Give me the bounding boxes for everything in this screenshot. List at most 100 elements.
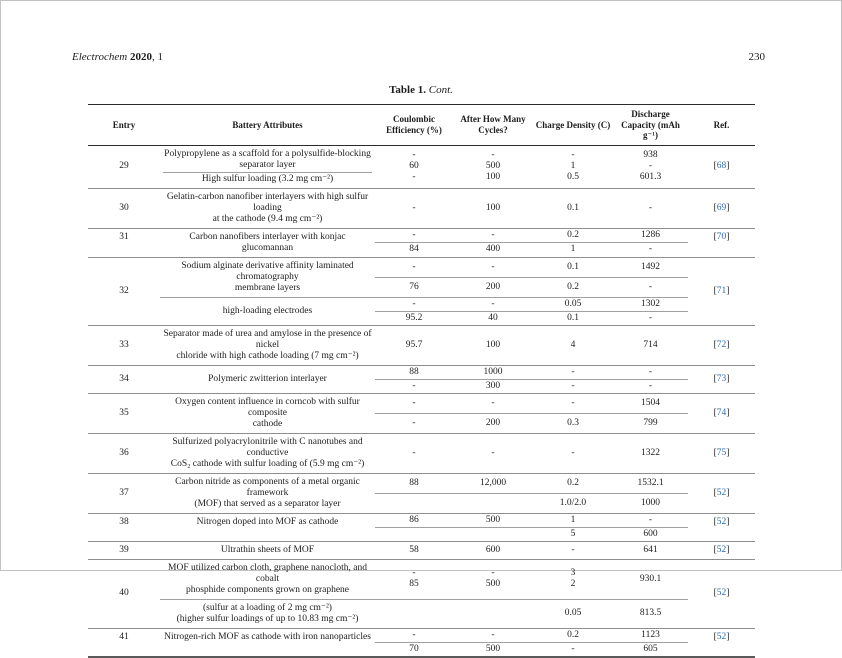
attribute-text: Polymeric zwitterion interlayer: [163, 373, 372, 386]
attribute-line: Gelatin-carbon nanofiber interlayers wit…: [166, 191, 369, 213]
value-line: [413, 498, 415, 509]
value-line: -: [412, 172, 416, 182]
discharge-cell: -: [613, 189, 688, 228]
cycles-cell: -: [453, 229, 533, 243]
discharge-cell: 1492: [613, 258, 688, 277]
attribute-line: Polypropylene as a scaffold for a polysu…: [164, 148, 371, 159]
value-line: 0.5: [567, 172, 579, 182]
ref-close-bracket: ]: [726, 544, 730, 555]
table-row: 41 Nitrogen-rich MOF as cathode with iron…: [88, 627, 755, 656]
value-line: -: [491, 629, 495, 640]
table-row: 35 Oxygen content influence in corncob wi…: [88, 392, 755, 433]
value-subrow: - 100 0.1 -: [375, 189, 688, 228]
cycles-cell: 40: [453, 312, 533, 325]
attribute-line: Sulfurized polyacrylonitrile with C nano…: [172, 436, 363, 458]
row-section: Sulfurized polyacrylonitrile with C nano…: [160, 434, 688, 473]
value-line: 1302: [641, 298, 660, 309]
row-section: Carbon nanofibers interlayer with konjac…: [160, 229, 688, 257]
value-subrow: - 300 - -: [375, 378, 688, 393]
ref-citation-link[interactable]: 72: [716, 339, 727, 350]
discharge-cell: 799: [613, 414, 688, 433]
value-line: [413, 608, 415, 619]
ref-cell: [73]: [688, 366, 755, 393]
row-section: Nitrogen-rich MOF as cathode with iron n…: [160, 629, 688, 656]
value-line: -: [491, 397, 495, 408]
value-line: 1504: [641, 397, 660, 408]
ref-citation-link[interactable]: 69: [716, 202, 727, 213]
table-caption-cont: Cont.: [428, 84, 453, 96]
ref-citation-link[interactable]: 71: [716, 285, 727, 296]
cycles-cell: 300: [453, 380, 533, 393]
value-line: -: [491, 261, 495, 272]
value-line: 0.05: [564, 298, 582, 309]
ref-open-bracket: [: [713, 339, 717, 350]
value-line: 605: [643, 643, 658, 654]
table-caption-label: Table 1.: [389, 84, 426, 96]
value-line: -: [648, 366, 653, 377]
value-subrow: - - 0.2 1123: [375, 629, 688, 642]
value-line: -: [648, 380, 653, 391]
paper-page: Electrochem 2020, 1 230 Table 1. Cont. E…: [72, 51, 765, 658]
ref-citation-link[interactable]: 52: [716, 516, 727, 527]
value-line: 0.2: [567, 229, 579, 240]
ref-citation-link[interactable]: 70: [716, 231, 727, 242]
value-line: 3: [570, 568, 576, 578]
attribute-line: chloride with high cathode loading (7 mg…: [176, 350, 359, 361]
value-block: -85-500 3 2 930.1: [375, 560, 688, 599]
value-subrow: - - - 1504: [375, 394, 688, 413]
ce-cell: -60-: [375, 146, 453, 188]
ce-cell: -: [375, 298, 453, 311]
row-content: Nitrogen doped into MOF as cathode 86 500 1…: [160, 514, 688, 541]
value-line: 0.1: [567, 202, 579, 213]
table-row: 30 Gelatin-carbon nanofiber interlayers w…: [88, 187, 755, 228]
discharge-cell: -: [613, 312, 688, 325]
value-line: 0.1: [567, 261, 579, 272]
value-line: -: [648, 514, 653, 525]
value-line: 76: [409, 281, 419, 292]
ref-open-bracket: [: [713, 516, 717, 527]
row-content: Gelatin-carbon nanofiber interlayers wit…: [160, 189, 688, 228]
value-subrow: - - - 1322: [375, 434, 688, 473]
value-block: 0.05 813.5: [375, 600, 688, 628]
value-line: 70: [409, 643, 419, 654]
discharge-cell: -: [613, 366, 688, 379]
battery-attribute-cell: Gelatin-carbon nanofiber interlayers wit…: [160, 189, 375, 228]
value-line: 600: [485, 544, 501, 555]
discharge-cell: -: [613, 243, 688, 257]
ref-close-bracket: ]: [726, 202, 730, 213]
ref-citation-link[interactable]: 74: [716, 407, 727, 418]
ref-citation-link[interactable]: 52: [716, 631, 727, 642]
ref-open-bracket: [: [713, 487, 717, 498]
value-subrow: - 200 0.3 799: [375, 412, 688, 433]
entry-cell: 34: [119, 373, 129, 384]
ref-cell: [52]: [688, 514, 755, 541]
row-section: Gelatin-carbon nanofiber interlayers wit…: [160, 189, 688, 228]
ref-citation-link[interactable]: 52: [716, 544, 727, 555]
charge-cell: 0.2: [533, 278, 613, 297]
value-subrow: 86 500 1 -: [375, 514, 688, 527]
ref-citation-link[interactable]: 52: [716, 487, 727, 498]
ce-cell: [375, 528, 453, 541]
value-line: -: [412, 397, 416, 408]
value-subrow: -85-500 3 2 930.1: [375, 560, 688, 599]
ref-citation-link[interactable]: 68: [716, 161, 727, 171]
value-line: 300: [485, 380, 501, 391]
battery-attribute-cell: Carbon nanofibers interlayer with konjac…: [160, 229, 375, 257]
journal-name: Electrochem 2020, 1: [72, 51, 163, 63]
column-header-charge-density: Charge Density (C): [535, 119, 611, 130]
value-line: -: [412, 629, 416, 640]
ref-citation-link[interactable]: 75: [716, 447, 727, 458]
value-line: 0.2: [567, 629, 579, 640]
attribute-line: Nitrogen doped into MOF as cathode: [196, 516, 339, 527]
ref-close-bracket: ]: [726, 447, 730, 458]
cycles-cell: -500: [453, 560, 533, 599]
value-subrow: 88 1000 - -: [375, 366, 688, 379]
ref-citation-link[interactable]: 52: [716, 588, 727, 598]
cycles-cell: 500: [453, 514, 533, 527]
ce-cell: 86: [375, 514, 453, 527]
discharge-cell: 1532.1: [613, 474, 688, 493]
ref-open-bracket: [: [713, 231, 717, 242]
ce-cell: -: [375, 629, 453, 642]
value-line: -: [648, 161, 653, 171]
ref-citation-link[interactable]: 73: [716, 373, 727, 384]
